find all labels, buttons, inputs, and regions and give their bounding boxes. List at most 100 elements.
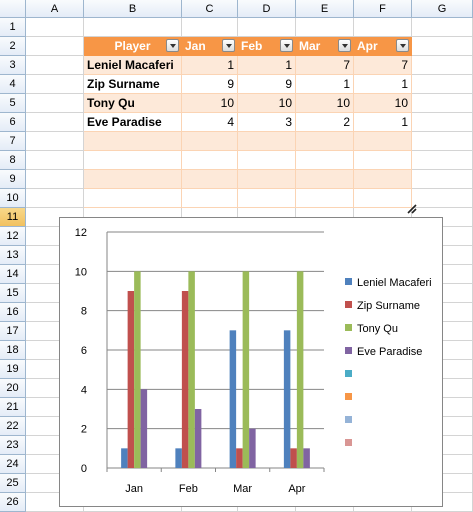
bar-leniel-macaferi-mar[interactable] (229, 330, 237, 468)
cell-e2[interactable]: Mar (296, 37, 354, 56)
cell-f10[interactable] (354, 189, 412, 208)
filter-dropdown-button[interactable] (166, 39, 179, 52)
row-header-22[interactable]: 22 (0, 417, 26, 436)
cell-d6[interactable]: 3 (238, 113, 296, 132)
column-header-f[interactable]: F (354, 0, 412, 18)
cell-e6[interactable]: 2 (296, 113, 354, 132)
bar-zip-surname-mar[interactable] (236, 448, 243, 468)
cell-b5[interactable]: Tony Qu (84, 94, 182, 113)
cell-f2[interactable]: Apr (354, 37, 412, 56)
cell-a10[interactable] (26, 189, 84, 208)
row-header-16[interactable]: 16 (0, 303, 26, 322)
cell-c4[interactable]: 9 (182, 75, 238, 94)
row-header-26[interactable]: 26 (0, 493, 26, 512)
cell-d7[interactable] (238, 132, 296, 151)
row-header-23[interactable]: 23 (0, 436, 26, 455)
cell-f4[interactable]: 1 (354, 75, 412, 94)
chart-container[interactable]: 0 2 4 6 8 10 12 Jan Feb Mar Apr Leniel Macaferi Zip … (59, 217, 443, 507)
bar-eve-paradise-apr[interactable] (303, 448, 310, 468)
filter-dropdown-button[interactable] (396, 39, 409, 52)
cell-e7[interactable] (296, 132, 354, 151)
cell-b3[interactable]: Leniel Macaferi (84, 56, 182, 75)
cell-f6[interactable]: 1 (354, 113, 412, 132)
cell-d5[interactable]: 10 (238, 94, 296, 113)
cell-g5[interactable] (412, 94, 473, 113)
cell-e3[interactable]: 7 (296, 56, 354, 75)
bar-tony-qu-jan[interactable] (134, 271, 141, 468)
column-header-g[interactable]: G (412, 0, 473, 18)
cell-b9[interactable] (84, 170, 182, 189)
cell-g6[interactable] (412, 113, 473, 132)
cell-a2[interactable] (26, 37, 84, 56)
select-all-corner[interactable] (0, 0, 26, 18)
cell-e9[interactable] (296, 170, 354, 189)
row-header-4[interactable]: 4 (0, 75, 26, 94)
column-header-e[interactable]: E (296, 0, 354, 18)
cell-a9[interactable] (26, 170, 84, 189)
cell-a6[interactable] (26, 113, 84, 132)
row-header-1[interactable]: 1 (0, 18, 26, 37)
row-header-19[interactable]: 19 (0, 360, 26, 379)
cell-a8[interactable] (26, 151, 84, 170)
cell-b6[interactable]: Eve Paradise (84, 113, 182, 132)
row-header-17[interactable]: 17 (0, 322, 26, 341)
cell-c3[interactable]: 1 (182, 56, 238, 75)
cell-g10[interactable] (412, 189, 473, 208)
cell-f1[interactable] (354, 18, 412, 37)
cell-e10[interactable] (296, 189, 354, 208)
row-header-14[interactable]: 14 (0, 265, 26, 284)
column-header-b[interactable]: B (84, 0, 182, 18)
cell-a5[interactable] (26, 94, 84, 113)
bar-zip-surname-jan[interactable] (127, 291, 135, 468)
bar-eve-paradise-feb[interactable] (194, 409, 202, 468)
cell-d10[interactable] (238, 189, 296, 208)
cell-d4[interactable]: 9 (238, 75, 296, 94)
bar-tony-qu-feb[interactable] (188, 271, 195, 468)
row-header-9[interactable]: 9 (0, 170, 26, 189)
cell-c1[interactable] (182, 18, 238, 37)
cell-f7[interactable] (354, 132, 412, 151)
row-header-20[interactable]: 20 (0, 379, 26, 398)
cell-g4[interactable] (412, 75, 473, 94)
cell-g8[interactable] (412, 151, 473, 170)
cell-a3[interactable] (26, 56, 84, 75)
cell-c10[interactable] (182, 189, 238, 208)
cell-f3[interactable]: 7 (354, 56, 412, 75)
cell-g3[interactable] (412, 56, 473, 75)
cell-d8[interactable] (238, 151, 296, 170)
cell-f8[interactable] (354, 151, 412, 170)
cell-d2[interactable]: Feb (238, 37, 296, 56)
filter-dropdown-button[interactable] (338, 39, 351, 52)
cell-e5[interactable]: 10 (296, 94, 354, 113)
column-header-c[interactable]: C (182, 0, 238, 18)
cell-b7[interactable] (84, 132, 182, 151)
row-header-13[interactable]: 13 (0, 246, 26, 265)
row-header-8[interactable]: 8 (0, 151, 26, 170)
row-header-3[interactable]: 3 (0, 56, 26, 75)
cell-d9[interactable] (238, 170, 296, 189)
cell-c9[interactable] (182, 170, 238, 189)
cell-e1[interactable] (296, 18, 354, 37)
cell-e4[interactable]: 1 (296, 75, 354, 94)
cell-b10[interactable] (84, 189, 182, 208)
cell-a4[interactable] (26, 75, 84, 94)
bar-zip-surname-feb[interactable] (181, 291, 189, 468)
row-header-15[interactable]: 15 (0, 284, 26, 303)
bar-leniel-macaferi-jan[interactable] (121, 448, 128, 468)
cell-a7[interactable] (26, 132, 84, 151)
bar-eve-paradise-mar[interactable] (249, 428, 256, 468)
cell-g2[interactable] (412, 37, 473, 56)
row-header-24[interactable]: 24 (0, 455, 26, 474)
row-header-6[interactable]: 6 (0, 113, 26, 132)
cell-a1[interactable] (26, 18, 84, 37)
cell-c2[interactable]: Jan (182, 37, 238, 56)
column-header-a[interactable]: A (26, 0, 84, 18)
cell-c5[interactable]: 10 (182, 94, 238, 113)
row-header-2[interactable]: 2 (0, 37, 26, 56)
cell-d3[interactable]: 1 (238, 56, 296, 75)
cell-b2[interactable]: Player (84, 37, 182, 56)
table-resize-handle[interactable] (407, 201, 417, 214)
bar-leniel-macaferi-apr[interactable] (283, 330, 291, 468)
row-header-25[interactable]: 25 (0, 474, 26, 493)
cell-g7[interactable] (412, 132, 473, 151)
